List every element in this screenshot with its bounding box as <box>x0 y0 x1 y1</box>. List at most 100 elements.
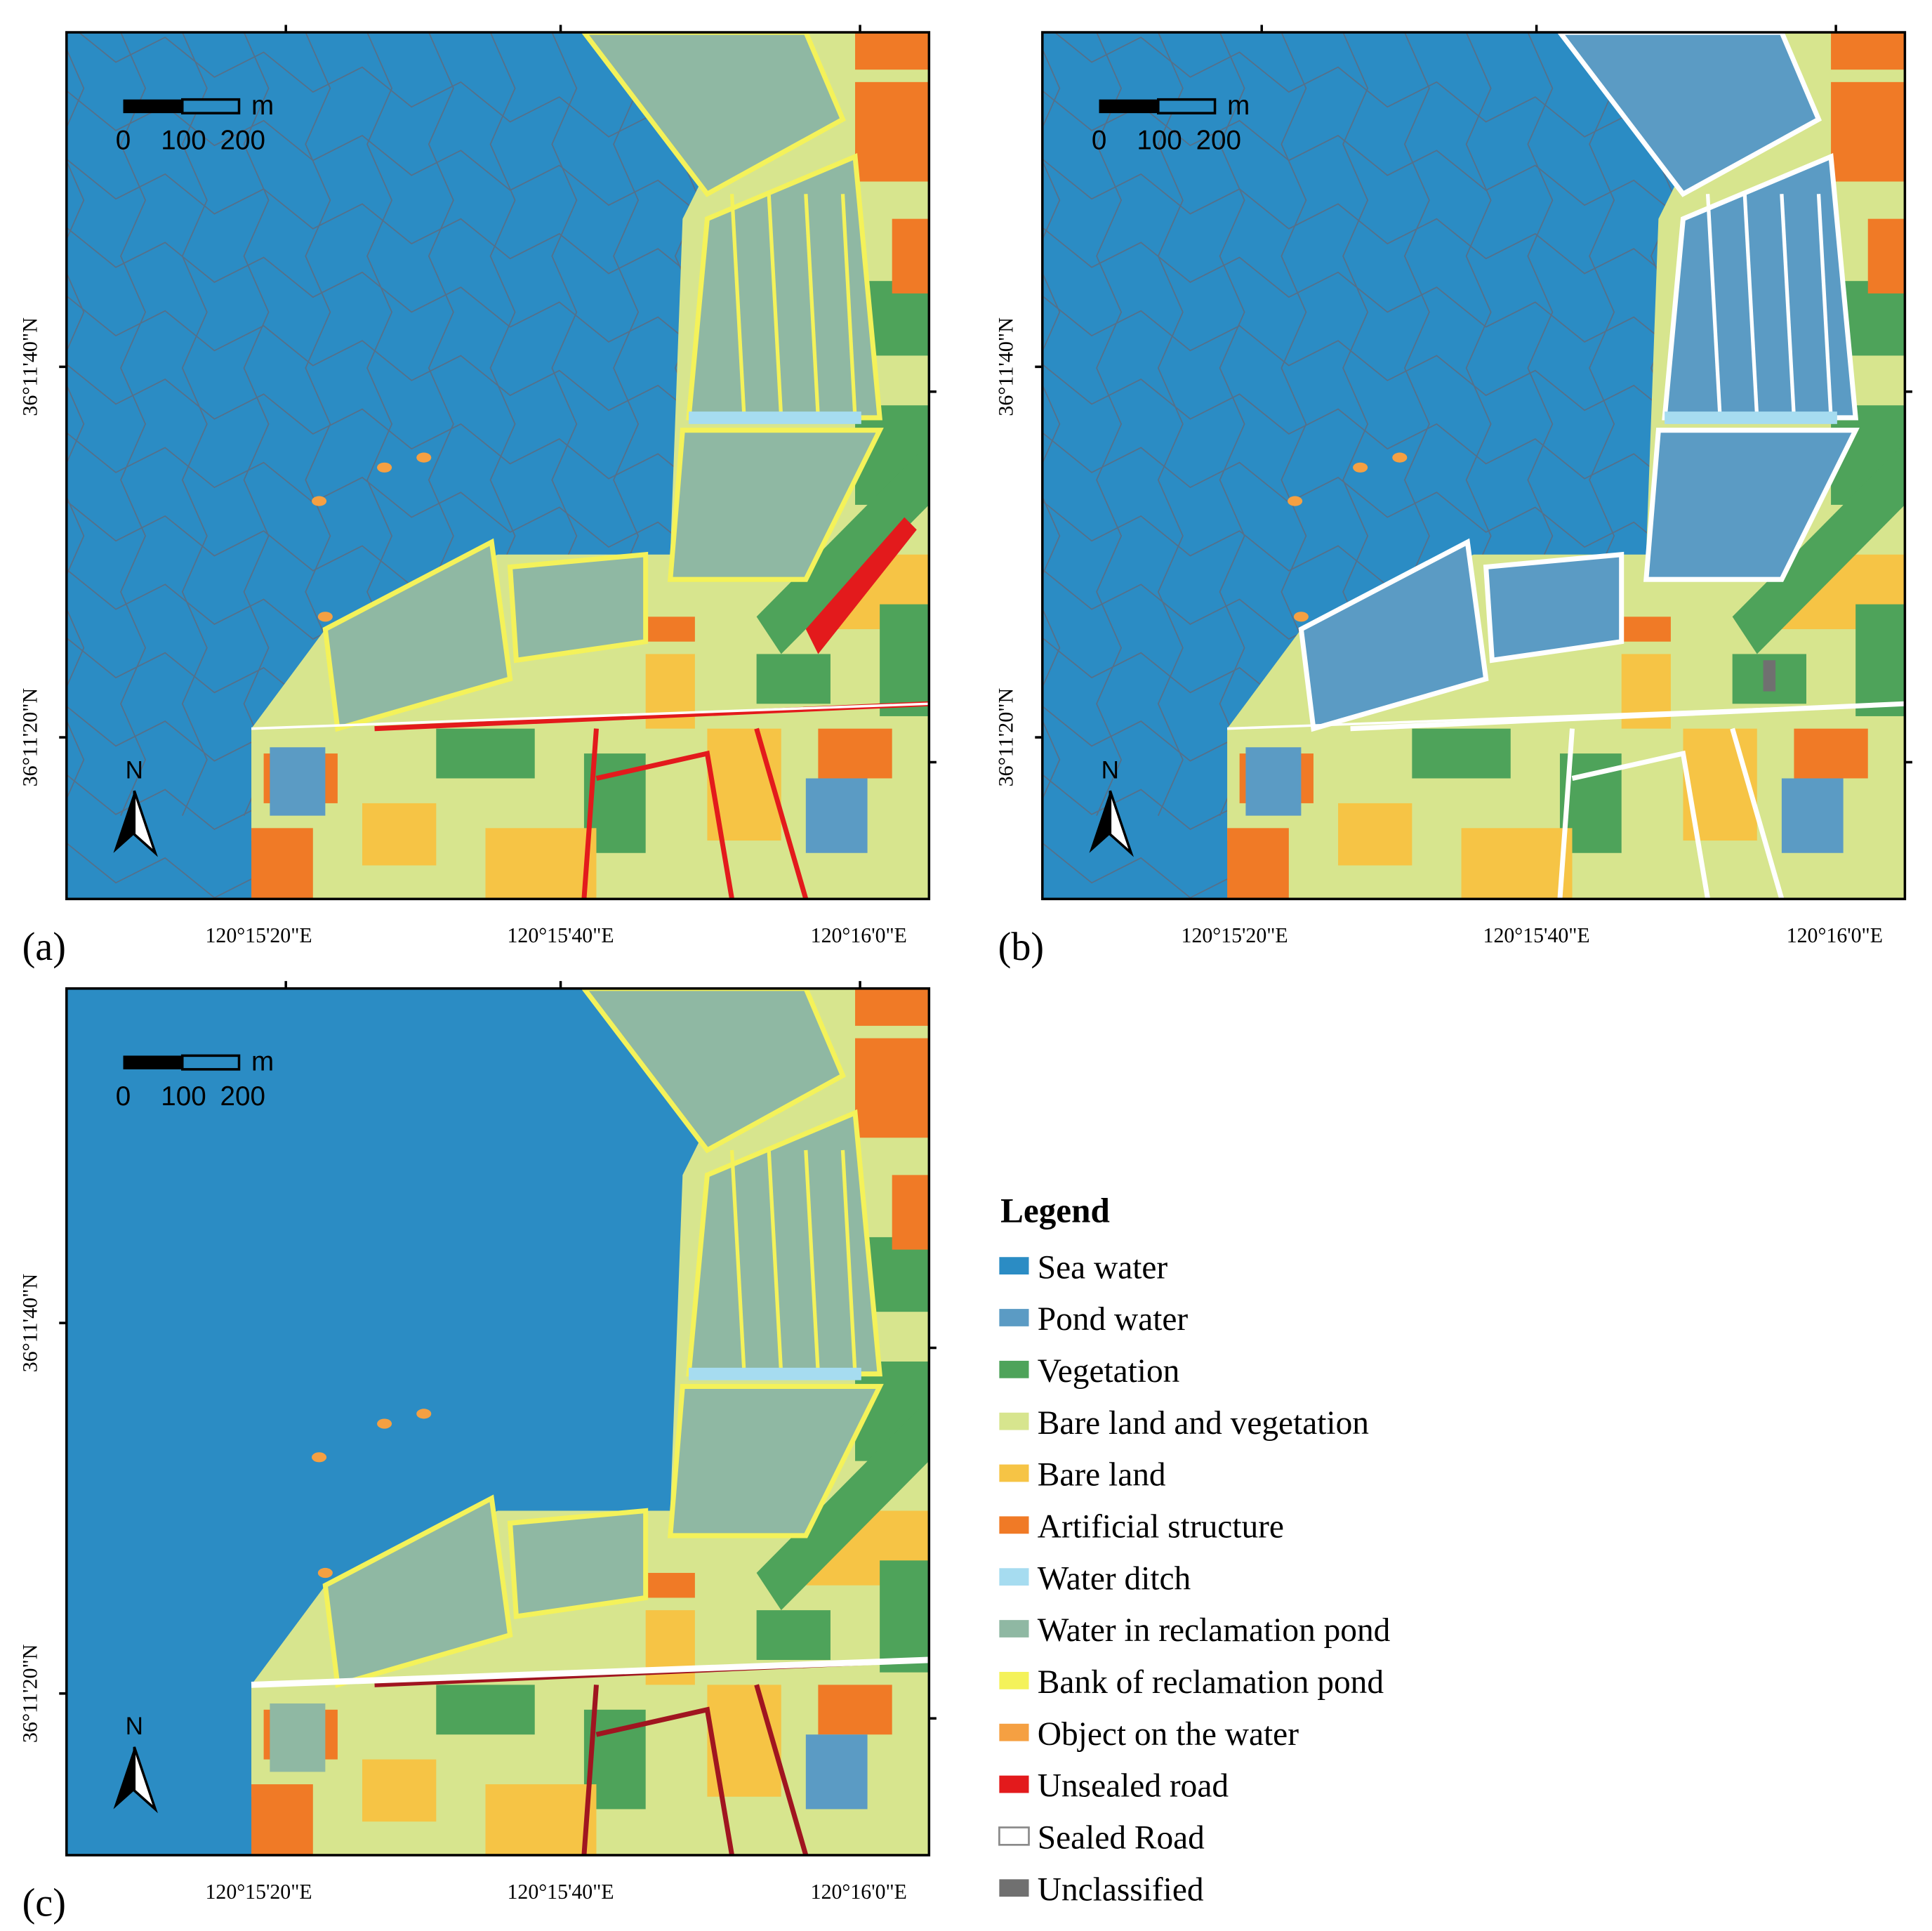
segment-line <box>181 32 208 816</box>
vegetation-strip <box>756 442 929 654</box>
reclamation-pond <box>1643 428 1860 582</box>
scale-bar-light <box>181 98 241 114</box>
scale-bar-light <box>181 1054 241 1071</box>
land-patch <box>362 803 437 866</box>
segment-line <box>66 90 757 221</box>
segment-line <box>1096 32 1123 816</box>
object-on-water <box>1293 612 1309 622</box>
artificial-structure <box>818 1685 892 1735</box>
x-coordinate-label: 120°15'40"E <box>507 1880 614 1904</box>
legend-swatch <box>999 1412 1029 1430</box>
pond-divider <box>729 194 746 419</box>
pond-divider <box>1816 194 1833 419</box>
sealed-road <box>251 702 929 730</box>
object-on-water <box>377 462 392 473</box>
legend-label: Bare land and vegetation <box>1038 1405 1369 1442</box>
y-coordinate-label: 36°11'40"N <box>19 317 42 416</box>
pond-divider <box>1742 194 1759 419</box>
artificial-structure <box>892 218 929 294</box>
map-frame <box>1041 31 1907 901</box>
pond-divider <box>840 1149 857 1374</box>
segment-line <box>1042 32 1061 800</box>
artificial-structure <box>855 32 929 70</box>
legend-title: Legend <box>1000 1191 1110 1230</box>
legend: Legend Sea water Pond water Vegetation Bare … <box>998 1191 1391 1908</box>
north-arrow-right <box>133 1746 158 1814</box>
scale-bar-black <box>123 99 183 114</box>
object-on-water <box>1353 462 1368 473</box>
pond-water <box>1781 778 1844 853</box>
artificial-structure <box>1831 81 1905 182</box>
scale-label: 100 <box>161 1081 206 1112</box>
y-coordinate-label: 36°11'20"N <box>19 688 42 787</box>
land-patch <box>756 654 831 704</box>
reclamation-pond <box>1298 538 1489 732</box>
legend-label: Bank of reclamation pond <box>1038 1664 1384 1701</box>
segment-line <box>66 432 757 563</box>
scale-unit: m <box>251 1046 274 1076</box>
legend-label: Sea water <box>1038 1249 1168 1286</box>
pond-water <box>270 1703 326 1772</box>
reclamation-pond <box>667 428 884 582</box>
pond-divider <box>729 1149 746 1374</box>
y-coordinate-label: 36°11'40"N <box>995 317 1018 416</box>
pond-divider <box>804 1149 821 1374</box>
sealed-road <box>251 1656 929 1688</box>
legend-swatch <box>999 1464 1029 1482</box>
reclamation-pond <box>581 988 846 1154</box>
object-on-water <box>416 452 432 463</box>
pond-divider <box>1705 194 1722 419</box>
map-frame <box>65 31 931 901</box>
land-patch <box>436 1685 535 1735</box>
unclassified <box>1763 660 1776 692</box>
north-label: N <box>126 1713 143 1740</box>
segment-line <box>243 32 270 816</box>
legend-label: Pond water <box>1038 1301 1189 1338</box>
unsealed-road <box>805 517 917 654</box>
artificial-structure <box>1867 218 1905 294</box>
artificial-structure <box>855 988 929 1026</box>
segment-line <box>1157 32 1184 816</box>
water-ditch <box>689 1367 861 1380</box>
legend-label: Water in reclamation pond <box>1038 1612 1391 1649</box>
map-content <box>66 32 929 899</box>
artificial-structure <box>1621 617 1671 642</box>
scale-label: 100 <box>1137 125 1182 155</box>
reclamation-pond <box>581 32 846 197</box>
y-coordinate-label: 36°11'20"N <box>995 688 1018 787</box>
vegetation-strip <box>756 1399 929 1611</box>
scale-unit: m <box>1227 91 1250 121</box>
land-patch <box>1461 828 1573 899</box>
legend-swatch <box>999 1723 1029 1741</box>
scale-bar-light <box>1157 98 1217 114</box>
segment-line <box>1043 911 1733 1041</box>
artificial-structure <box>645 1573 695 1598</box>
map-panel: m 0 100 200 N 120°15'20"E 120°15'40"E 120°16'0"… <box>19 981 937 1925</box>
artificial-structure <box>251 828 313 899</box>
scale-label: 100 <box>161 125 206 155</box>
map-content <box>66 988 929 1855</box>
north-label: N <box>126 756 143 784</box>
artificial-structure <box>818 728 892 779</box>
pond-water <box>805 778 868 853</box>
legend-swatch <box>999 1671 1029 1689</box>
segment-line <box>120 32 147 816</box>
pond-water <box>1245 747 1302 816</box>
legend-label: Object on the water <box>1038 1716 1299 1753</box>
legend-label: Vegetation <box>1038 1353 1180 1390</box>
legend-swatch <box>999 1568 1029 1586</box>
pond-divider <box>840 194 857 419</box>
legend-swatch <box>999 1360 1029 1378</box>
segment-line <box>66 842 378 899</box>
legend-swatch <box>999 1620 1029 1637</box>
x-coordinate-label: 120°16'0"E <box>811 1880 907 1904</box>
object-on-water <box>312 496 327 506</box>
north-arrow-left <box>113 791 135 853</box>
legend-label: Water ditch <box>1038 1560 1191 1597</box>
land-patch <box>485 1784 597 1855</box>
y-coordinate-label: 36°11'40"N <box>19 1274 42 1373</box>
reclamation-pond <box>1556 32 1822 197</box>
artificial-structure <box>855 1038 929 1138</box>
object-on-water <box>377 1418 392 1429</box>
